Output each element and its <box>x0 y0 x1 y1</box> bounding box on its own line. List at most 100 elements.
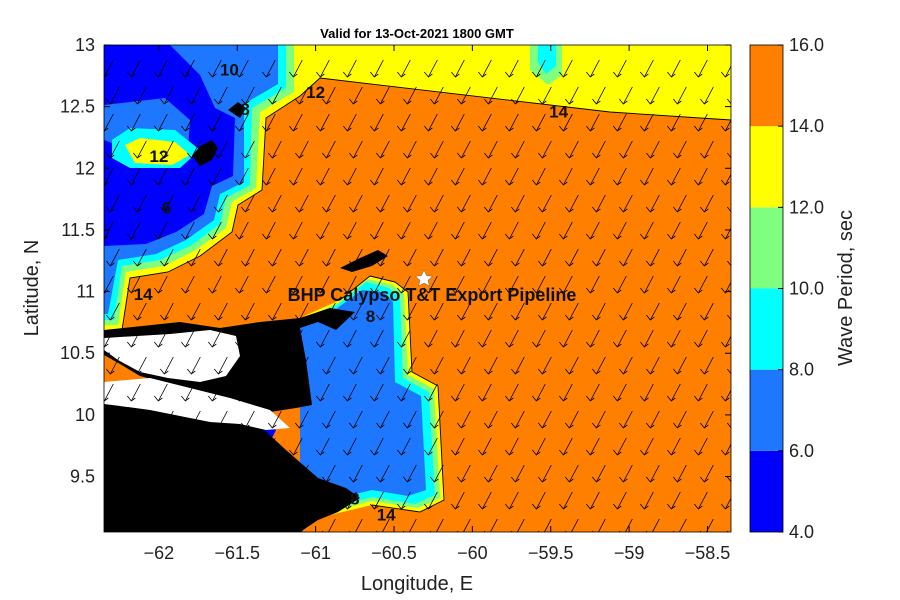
colorbar-tick-label: 14.0 <box>789 116 824 136</box>
direction-arrow <box>214 86 228 105</box>
direction-arrow <box>154 383 168 402</box>
direction-arrow <box>181 221 195 240</box>
direction-arrow <box>640 59 654 78</box>
direction-arrow <box>619 518 633 532</box>
direction-arrow <box>289 113 303 132</box>
direction-arrow <box>511 356 525 375</box>
direction-arrow <box>181 491 195 510</box>
direction-arrow <box>181 437 195 456</box>
direction-arrow <box>106 140 120 159</box>
direction-arrow <box>370 113 384 132</box>
direction-arrow <box>430 194 444 213</box>
direction-arrow <box>181 167 195 186</box>
direction-arrow <box>667 491 681 510</box>
direction-arrow <box>235 221 249 240</box>
y-axis-label: Latitude, N <box>21 240 43 337</box>
direction-arrow <box>484 464 498 483</box>
direction-arrow <box>262 113 276 132</box>
direction-arrow <box>430 86 444 105</box>
direction-arrow <box>619 140 633 159</box>
direction-arrow <box>451 383 465 402</box>
direction-arrow <box>613 383 627 402</box>
direction-arrow <box>127 383 141 402</box>
direction-arrow <box>532 275 546 294</box>
period-band-yellow-tobago-halo <box>125 138 190 165</box>
direction-arrow <box>457 302 471 321</box>
direction-arrow <box>397 221 411 240</box>
direction-arrow <box>343 275 357 294</box>
direction-arrow <box>640 113 654 132</box>
direction-arrow <box>700 140 714 159</box>
direction-arrow <box>376 86 390 105</box>
direction-arrow <box>484 140 498 159</box>
direction-arrow <box>106 464 120 483</box>
wave-direction-arrows <box>104 59 731 532</box>
direction-arrow <box>613 329 627 348</box>
direction-arrow <box>586 113 600 132</box>
direction-arrow <box>727 206 731 213</box>
direction-arrow <box>424 383 438 402</box>
direction-arrow <box>430 464 444 483</box>
direction-arrow <box>397 113 411 132</box>
direction-arrow <box>721 335 731 348</box>
colorbar-tick-label: 16.0 <box>789 35 824 55</box>
direction-arrow <box>316 329 330 348</box>
direction-arrow <box>640 275 654 294</box>
x-tick-label: −59 <box>614 543 645 563</box>
direction-arrow <box>262 437 276 456</box>
direction-arrow <box>721 173 731 186</box>
direction-arrow <box>295 248 309 267</box>
plot-frame <box>103 44 732 533</box>
direction-arrow <box>505 59 519 78</box>
direction-arrow <box>262 383 276 402</box>
contour-label: 8 <box>366 307 375 326</box>
direction-arrow <box>343 437 357 456</box>
direction-arrow <box>451 275 465 294</box>
direction-arrow <box>619 86 633 105</box>
direction-arrow <box>727 422 731 429</box>
direction-arrow <box>559 329 573 348</box>
direction-arrow <box>133 356 147 375</box>
direction-arrow <box>154 113 168 132</box>
direction-arrow <box>160 464 174 483</box>
direction-arrow <box>127 491 141 510</box>
direction-arrow <box>208 275 222 294</box>
direction-arrow <box>349 140 363 159</box>
direction-arrow <box>694 221 708 240</box>
direction-arrow <box>424 221 438 240</box>
direction-arrow <box>565 140 579 159</box>
direction-arrow <box>397 329 411 348</box>
direction-arrow <box>214 464 228 483</box>
direction-arrow <box>241 248 255 267</box>
direction-arrow <box>268 140 282 159</box>
direction-arrow <box>424 437 438 456</box>
direction-arrow <box>727 260 731 267</box>
y-tick-label: 10 <box>75 405 95 425</box>
direction-arrow <box>538 464 552 483</box>
direction-arrow <box>565 194 579 213</box>
direction-arrow <box>187 356 201 375</box>
direction-arrow <box>484 518 498 532</box>
colorbar-tick-label: 8.0 <box>789 360 814 380</box>
direction-arrow <box>646 410 660 429</box>
direction-arrow <box>343 167 357 186</box>
direction-arrow <box>505 491 519 510</box>
direction-arrow <box>154 275 168 294</box>
direction-arrow <box>181 275 195 294</box>
direction-arrow <box>619 410 633 429</box>
direction-arrow <box>646 248 660 267</box>
direction-arrow <box>187 302 201 321</box>
direction-arrow <box>484 302 498 321</box>
direction-arrow <box>106 356 120 375</box>
direction-arrow <box>673 356 687 375</box>
direction-arrow <box>592 86 606 105</box>
direction-arrow <box>343 113 357 132</box>
direction-arrow <box>424 113 438 132</box>
direction-arrow <box>235 167 249 186</box>
direction-arrow <box>160 410 174 429</box>
direction-arrow <box>430 248 444 267</box>
direction-arrow <box>154 437 168 456</box>
direction-arrow <box>154 167 168 186</box>
direction-arrow <box>478 113 492 132</box>
direction-arrow <box>106 194 120 213</box>
